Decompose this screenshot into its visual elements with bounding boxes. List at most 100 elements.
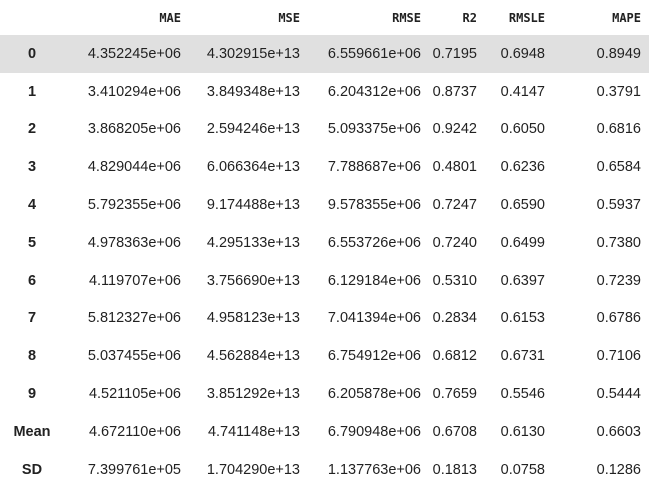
row-index: 1 bbox=[27, 83, 37, 100]
cell-mse: 1.704290e+13 bbox=[206, 461, 300, 478]
cell-rmsle: 0.6050 bbox=[500, 121, 545, 138]
cell-mse: 3.849348e+13 bbox=[206, 83, 300, 100]
table-row: 3 4.829044e+06 6.066364e+13 7.788687e+06… bbox=[0, 148, 649, 186]
row-index: Mean bbox=[13, 423, 51, 440]
cell-mae: 5.037455e+06 bbox=[87, 348, 181, 365]
cell-rmsle: 0.4147 bbox=[500, 83, 545, 100]
cell-rmsle: 0.6948 bbox=[500, 45, 545, 62]
cell-mape: 0.7106 bbox=[596, 348, 641, 365]
cell-mape: 0.7380 bbox=[596, 234, 641, 251]
cell-mse: 6.066364e+13 bbox=[206, 159, 300, 176]
table-row-mean: Mean 4.672110e+06 4.741148e+13 6.790948e… bbox=[0, 413, 649, 451]
header-mse: MSE bbox=[278, 10, 300, 25]
cell-mape: 0.6816 bbox=[596, 121, 641, 138]
cell-mse: 9.174488e+13 bbox=[206, 197, 300, 214]
cell-rmsle: 0.6130 bbox=[500, 423, 545, 440]
cell-mae: 4.978363e+06 bbox=[87, 234, 181, 251]
table-body: 0 4.352245e+06 4.302915e+13 6.559661e+06… bbox=[0, 35, 649, 489]
cell-rmse: 6.129184e+06 bbox=[327, 272, 421, 289]
cell-rmsle: 0.6397 bbox=[500, 272, 545, 289]
cell-mape: 0.1286 bbox=[596, 461, 641, 478]
cell-mae: 4.521105e+06 bbox=[88, 386, 181, 403]
header-rmsle: RMSLE bbox=[508, 10, 545, 25]
cell-r2: 0.7659 bbox=[432, 386, 477, 403]
cell-mse: 3.756690e+13 bbox=[206, 272, 300, 289]
cell-mape: 0.6603 bbox=[596, 423, 641, 440]
cell-r2: 0.1813 bbox=[432, 461, 477, 478]
cell-mae: 7.399761e+05 bbox=[87, 461, 181, 478]
cell-rmse: 1.137763e+06 bbox=[327, 461, 421, 478]
cell-r2: 0.9242 bbox=[432, 121, 477, 138]
header-mape: MAPE bbox=[612, 10, 641, 25]
header-mae: MAE bbox=[159, 10, 181, 25]
cell-rmsle: 0.6499 bbox=[500, 234, 545, 251]
row-index: 7 bbox=[27, 310, 37, 327]
header-row: MAE MSE RMSE R2 RMSLE MAPE bbox=[0, 0, 649, 35]
cell-rmsle: 0.6731 bbox=[500, 348, 545, 365]
cell-mape: 0.7239 bbox=[596, 272, 641, 289]
cell-rmse: 5.093375e+06 bbox=[327, 121, 421, 138]
cell-r2: 0.2834 bbox=[432, 310, 477, 327]
cell-rmse: 7.788687e+06 bbox=[327, 159, 421, 176]
cell-mse: 4.958123e+13 bbox=[206, 310, 300, 327]
cell-mse: 4.562884e+13 bbox=[206, 348, 300, 365]
row-index: 4 bbox=[27, 197, 37, 214]
cell-mse: 2.594246e+13 bbox=[206, 121, 300, 138]
cell-mape: 0.6584 bbox=[596, 159, 641, 176]
cell-rmse: 6.553726e+06 bbox=[327, 234, 421, 251]
row-index: 2 bbox=[27, 121, 37, 138]
header-rmse: RMSE bbox=[392, 10, 421, 25]
row-index: 6 bbox=[27, 272, 37, 289]
cell-rmsle: 0.0758 bbox=[500, 461, 545, 478]
table-header: MAE MSE RMSE R2 RMSLE MAPE bbox=[0, 0, 649, 35]
cell-mse: 4.295133e+13 bbox=[206, 234, 300, 251]
cell-rmse: 9.578355e+06 bbox=[327, 197, 421, 214]
row-index: 5 bbox=[27, 234, 37, 251]
cell-mae: 4.119707e+06 bbox=[88, 272, 181, 289]
cell-mape: 0.5444 bbox=[596, 386, 641, 403]
cell-rmsle: 0.6236 bbox=[500, 159, 545, 176]
cell-r2: 0.6812 bbox=[432, 348, 477, 365]
header-r2: R2 bbox=[462, 10, 477, 25]
cell-r2: 0.5310 bbox=[432, 272, 477, 289]
cell-rmse: 6.205878e+06 bbox=[327, 386, 421, 403]
cell-rmse: 7.041394e+06 bbox=[327, 310, 421, 327]
row-index: 0 bbox=[27, 45, 37, 62]
cell-mse: 4.302915e+13 bbox=[206, 45, 300, 62]
table-row: 8 5.037455e+06 4.562884e+13 6.754912e+06… bbox=[0, 337, 649, 375]
table-row: 7 5.812327e+06 4.958123e+13 7.041394e+06… bbox=[0, 300, 649, 338]
table-row: 5 4.978363e+06 4.295133e+13 6.553726e+06… bbox=[0, 224, 649, 262]
cell-mae: 4.352245e+06 bbox=[87, 45, 181, 62]
cell-r2: 0.6708 bbox=[432, 423, 477, 440]
cell-mae: 3.868205e+06 bbox=[87, 121, 181, 138]
cell-mae: 4.672110e+06 bbox=[88, 423, 181, 440]
table-row-sd: SD 7.399761e+05 1.704290e+13 1.137763e+0… bbox=[0, 451, 649, 489]
row-index: 3 bbox=[27, 159, 37, 176]
cell-mape: 0.6786 bbox=[596, 310, 641, 327]
table-row: 4 5.792355e+06 9.174488e+13 9.578355e+06… bbox=[0, 186, 649, 224]
cell-mae: 4.829044e+06 bbox=[87, 159, 181, 176]
cell-r2: 0.7247 bbox=[432, 197, 477, 214]
row-index: 8 bbox=[27, 348, 37, 365]
cell-mse: 4.741148e+13 bbox=[207, 423, 300, 440]
table-row: 9 4.521105e+06 3.851292e+13 6.205878e+06… bbox=[0, 375, 649, 413]
cell-r2: 0.8737 bbox=[432, 83, 477, 100]
cell-mae: 5.812327e+06 bbox=[87, 310, 181, 327]
cell-r2: 0.7240 bbox=[432, 234, 477, 251]
table-row: 0 4.352245e+06 4.302915e+13 6.559661e+06… bbox=[0, 35, 649, 73]
cell-rmse: 6.204312e+06 bbox=[327, 83, 421, 100]
cell-mape: 0.8949 bbox=[596, 45, 641, 62]
cell-mse: 3.851292e+13 bbox=[206, 386, 300, 403]
row-index: SD bbox=[21, 461, 43, 478]
table-row: 2 3.868205e+06 2.594246e+13 5.093375e+06… bbox=[0, 111, 649, 149]
cell-rmsle: 0.6153 bbox=[500, 310, 545, 327]
cell-r2: 0.7195 bbox=[432, 45, 477, 62]
cell-mape: 0.5937 bbox=[596, 197, 641, 214]
cell-mae: 5.792355e+06 bbox=[87, 197, 181, 214]
header-index bbox=[0, 0, 64, 35]
table-row: 6 4.119707e+06 3.756690e+13 6.129184e+06… bbox=[0, 262, 649, 300]
cell-rmsle: 0.6590 bbox=[500, 197, 545, 214]
cell-mae: 3.410294e+06 bbox=[87, 83, 181, 100]
cell-rmse: 6.754912e+06 bbox=[327, 348, 421, 365]
